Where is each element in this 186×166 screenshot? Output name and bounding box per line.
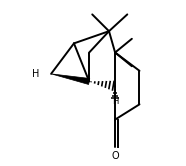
Text: O: O — [111, 151, 119, 161]
Polygon shape — [51, 74, 90, 84]
Text: H: H — [112, 97, 118, 106]
Text: H: H — [32, 69, 40, 79]
